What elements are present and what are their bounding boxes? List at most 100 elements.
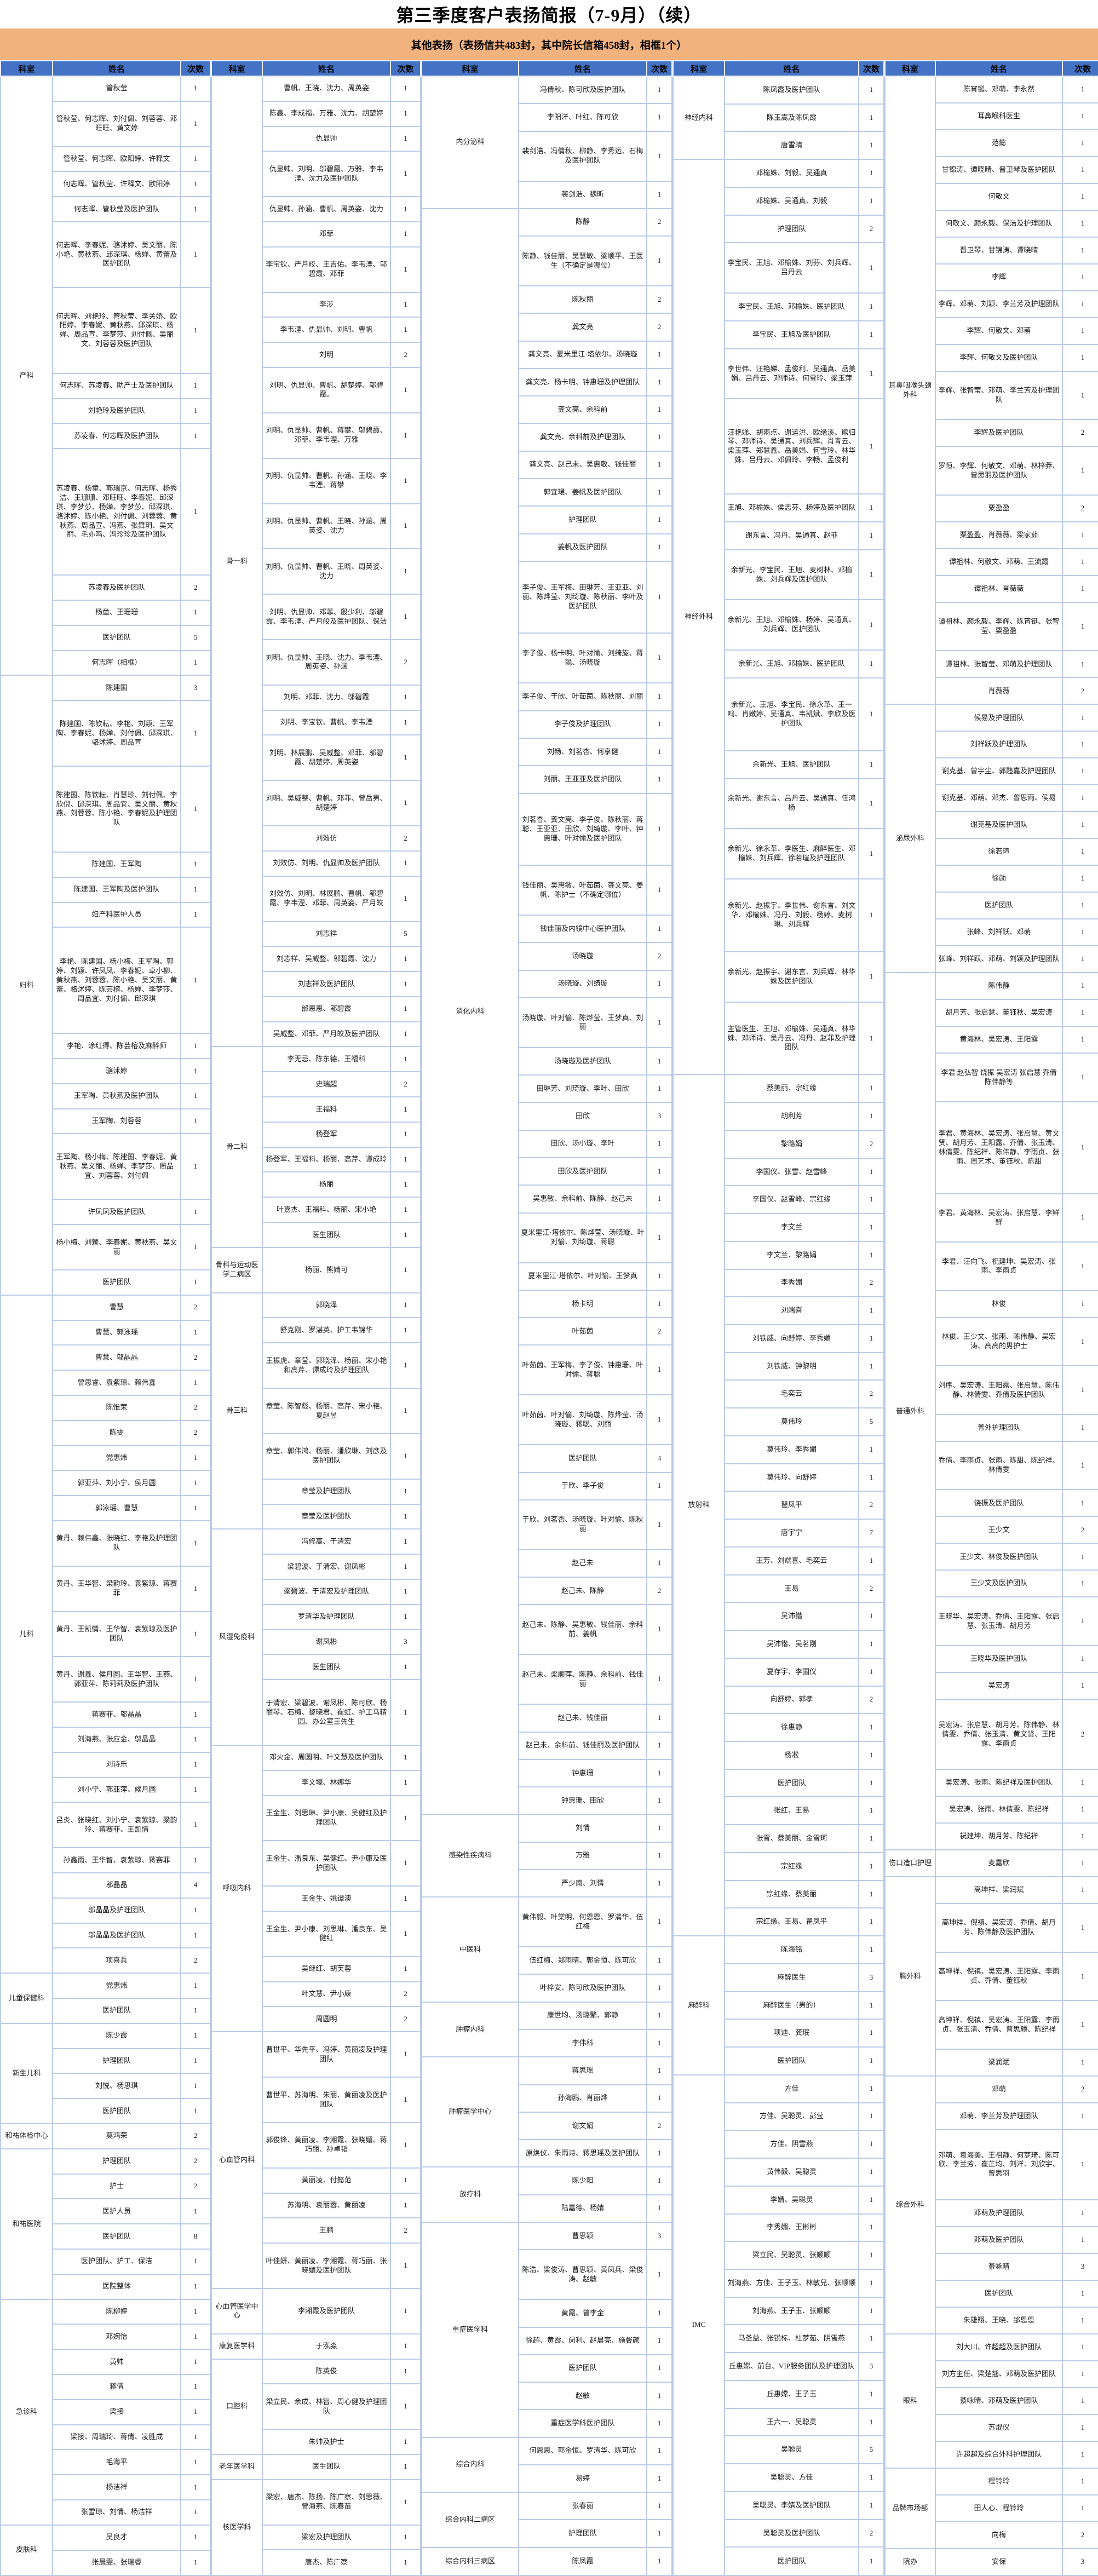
count-cell: 1 [646, 969, 672, 998]
column-header-row: 科室 姓名 次数 [211, 60, 421, 77]
name-cell: 冯修高、于清宏 [262, 1528, 391, 1555]
count-cell: 1 [1062, 1596, 1098, 1646]
table-row: 李君、黄海林、吴宏涛、张启慧、黄文贤、胡月芳、王阳露、乔倩、张玉清、林倩雯、陈纪… [885, 1101, 1098, 1194]
dept-cell: 神经内科 [672, 75, 725, 160]
table-row: 田欣及医护团队 1 [422, 1157, 672, 1186]
name-cell: 李秀媚 [724, 1268, 859, 1298]
table-row: 刘端喜 1 [673, 1296, 884, 1325]
count-cell: 1 [858, 1324, 884, 1353]
name-cell: 刘端喜 [724, 1296, 859, 1325]
table-row: 甘锦涛、谭晓晴、晋卫琴及医护团队 1 [885, 156, 1098, 184]
table-row: 麻醉医生（男的） 1 [673, 1991, 884, 2020]
name-cell: 赵己未、陈静 [518, 1577, 647, 1606]
table-row: 祝建坤、胡月芳、陈纪祥 1 [885, 1822, 1098, 1851]
column-header-dept: 科室 [0, 60, 53, 77]
name-cell: 张雪琼、刘情、杨洁祥 [52, 2499, 181, 2526]
table-row: 医护团队 1 [1, 1998, 211, 2024]
count-cell: 1 [1062, 1316, 1098, 1367]
dept-cell: 骨一科 [211, 75, 263, 1048]
count-cell: 2 [646, 285, 672, 314]
name-cell: 范懿 [935, 129, 1063, 157]
count-cell: 1 [390, 1222, 421, 1248]
count-cell: 1 [858, 2158, 884, 2187]
table-row: 汤晓璇及医护团队 1 [422, 1046, 672, 1076]
name-cell: 徐勋 [935, 865, 1063, 893]
table-row: 妇产科医护人员 1 [1, 901, 211, 928]
name-cell: 刘海燕、王子玉、张顺顺 [724, 2296, 859, 2326]
table-row: 杨登军、王福科、杨丽、高芹、谭成玲 1 [211, 1146, 421, 1173]
name-cell: 医护团队 [724, 2546, 859, 2576]
count-cell: 1 [858, 878, 884, 952]
name-cell: 王少文、林俊及医护团队 [935, 1543, 1063, 1571]
name-cell: 护理团队 [518, 505, 647, 534]
name-cell: 康世均、汤璐繁、郭静 [518, 2001, 647, 2031]
table-row: 肖薇薇 2 [885, 677, 1098, 705]
table-row: 刘铁威、向舒婷、李秀媚 1 [673, 1324, 884, 1353]
table-row: 医护团队 5 [1, 624, 211, 651]
table-row: 刘明、仇显帅、曹帆、王晓、周英姿、沈力 1 [211, 548, 421, 595]
table-row: 张红、王易 1 [673, 1796, 884, 1826]
table-row: 王晓华及医护团队 1 [885, 1645, 1098, 1673]
table-row: 泌尿外科 候易及护理团队 1 [884, 704, 1098, 974]
table-row: 苏焜仪 1 [885, 2413, 1098, 2442]
name-cell: 医护团队 [52, 624, 181, 651]
table-row: 叶文慧、尹小康 2 [211, 1981, 421, 2008]
count-cell: 1 [1062, 1903, 1098, 1953]
name-cell: 赵己未、梁顺萍、陈静、余科前、钱佳丽 [518, 1654, 647, 1705]
table-row: 李世伟、汪艳娣、孟俊利、吴通真、岳美娟、吕丹云、邓师诗、何雪玲、梁玉萍 1 [673, 348, 884, 400]
count-cell: 2 [180, 2123, 211, 2149]
name-cell: 邓婉怡 [52, 2324, 181, 2350]
count-cell: 1 [858, 677, 884, 751]
count-cell: 1 [180, 700, 211, 767]
table-row: 赵己未、梁顺萍、陈静、余科前、钱佳丽 1 [422, 1654, 672, 1705]
name-cell: 余新光、赵振宇、谢东言、刘兵辉、林华姝及医护团队 [724, 951, 859, 1003]
table-row: 综合外科 邓萌 2 [884, 2075, 1098, 2334]
count-cell: 1 [1062, 2226, 1098, 2254]
count-cell: 1 [858, 1463, 884, 1492]
table-row: 谢文娟 2 [422, 2111, 672, 2141]
count-cell: 1 [1062, 2102, 1098, 2130]
count-cell: 1 [390, 457, 421, 504]
table-row: 龚文亮、余科前 1 [422, 395, 672, 424]
count-cell: 1 [180, 2324, 211, 2350]
name-cell: 叶茹茵 [518, 1317, 647, 1346]
name-cell: 方佳、阴雪燕 [724, 2130, 859, 2159]
count-cell: 1 [180, 2198, 211, 2225]
table-row: 李宝民、王旭及医护团队 1 [673, 320, 884, 349]
table-row: 夏米里江·塔依尔、陈烨莹、汤晓璇、叶对愉、刘绮璇、蒋聪 1 [422, 1212, 672, 1263]
name-cell: 罗恒、李辉、何敬文、邓萌、林梓莽、曾思羽及医护团队 [935, 446, 1063, 496]
table-row: 李辉 1 [885, 263, 1098, 291]
count-cell: 1 [646, 1841, 672, 1870]
table-row: 医护团队 8 [1, 2223, 211, 2250]
name-cell: 医护团队、护工、保洁 [52, 2248, 181, 2275]
count-cell: 1 [180, 649, 211, 676]
table-row: 放射科 蔡美丽、宗红缘 1 [672, 1074, 884, 1937]
table-row: 黄丹、王凯情、王华智、袁紫琼及医护团队 1 [1, 1611, 211, 1658]
count-cell: 1 [390, 1578, 421, 1605]
count-cell: 1 [646, 1758, 672, 1788]
name-cell: 党惠炜 [52, 1973, 181, 1999]
count-cell: 1 [390, 1528, 421, 1555]
dept-cell: 骨科与运动医学二病区 [211, 1246, 263, 1293]
column-header-count: 次数 [1062, 60, 1098, 77]
table-row: 护理团队 1 [422, 505, 672, 534]
count-cell: 1 [1062, 811, 1098, 840]
name-cell: 郭俊锋、黄丽凌、李湘霞、张晓媚、蒋巧丽、孙卓韬 [262, 2121, 391, 2169]
name-cell: 刘茗杏、龚文亮、李子俊、陈秋丽、蒋聪、王亚亚、田欣、刘绮璇、李叶、钟惠珊、叶对愉… [518, 792, 647, 866]
table-row: 原焕仪、朱雨诗、蒋思瑶及医护团队 1 [422, 2139, 672, 2168]
name-cell: 李子俊、王军梅、田琳芳、王亚亚、刘丽、陈烨莹、刘绮璇、陈秋丽、李叶及医护团队 [518, 560, 647, 634]
count-cell: 1 [646, 1471, 672, 1500]
count-cell: 1 [180, 2098, 211, 2124]
table-row: 放疗科 陈少阳 1 [421, 2166, 672, 2223]
count-cell: 1 [390, 2333, 421, 2360]
name-cell: 李子俊、杨卡明、叶对愉、刘绮旋、蒋聪、汤晓璇 [518, 633, 647, 684]
count-cell: 2 [646, 942, 672, 971]
count-cell: 1 [646, 2519, 672, 2548]
table-row: 医护团队 1 [673, 1768, 884, 1798]
name-cell: 向梅 [935, 2521, 1063, 2549]
table-row: 何志晖、李春妮、骆沭婷、吴文丽、陈小艳、黄秋燕、邱深琪、杨婵、黄蕾及医护团队 1 [1, 221, 211, 288]
count-cell: 1 [1062, 156, 1098, 184]
dept-cell: 心血管医学中心 [211, 2287, 263, 2334]
table-row: 曾思睿、袁紫琼、赖伟鑫 1 [1, 1370, 211, 1396]
table-row: 黄丽凌、付懿范 1 [211, 2167, 421, 2194]
